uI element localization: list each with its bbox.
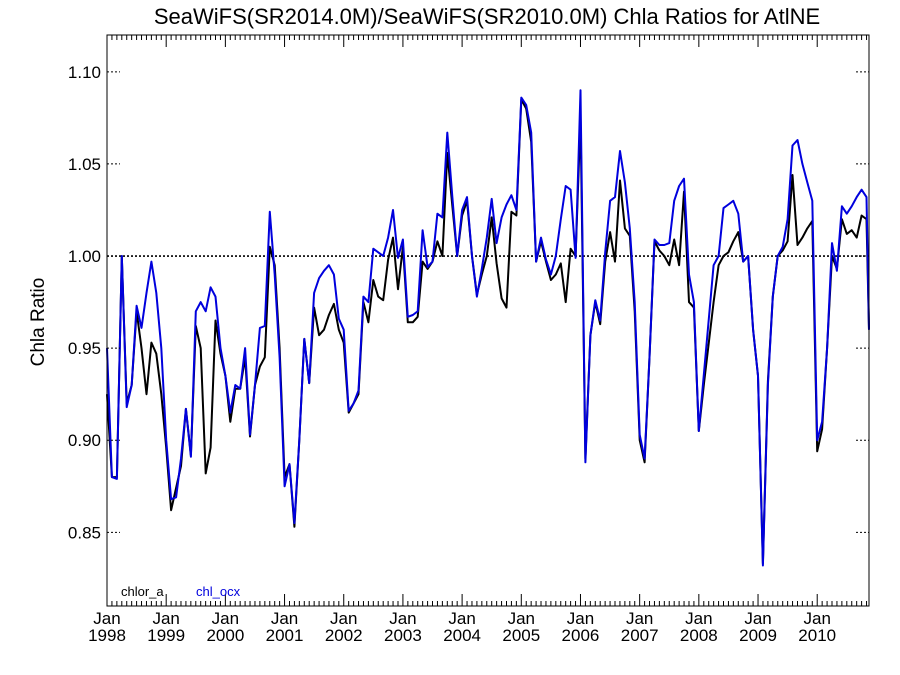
- x-tick-month-label: Jan: [685, 609, 712, 628]
- series-layer: [106, 89, 870, 567]
- x-tick-month-label: Jan: [744, 609, 771, 628]
- x-tick-year-label: 2001: [266, 626, 304, 645]
- series-line-chl-ocx: [106, 89, 870, 567]
- x-tick-year-label: 2009: [739, 626, 777, 645]
- x-tick-year-label: 2007: [621, 626, 659, 645]
- axes-layer: 0.850.900.951.001.051.10Jan1998Jan1999Ja…: [68, 34, 870, 645]
- legend-entry-chlor-a: chlor_a: [121, 584, 164, 599]
- x-tick-month-label: Jan: [152, 609, 179, 628]
- x-tick-month-label: Jan: [212, 609, 239, 628]
- x-tick-month-label: Jan: [389, 609, 416, 628]
- x-tick-month-label: Jan: [448, 609, 475, 628]
- x-tick-year-label: 2000: [206, 626, 244, 645]
- x-tick-year-label: 1998: [88, 626, 126, 645]
- x-tick-year-label: 2002: [325, 626, 363, 645]
- x-tick-year-label: 2008: [680, 626, 718, 645]
- x-tick-month-label: Jan: [804, 609, 831, 628]
- y-tick-label: 1.10: [68, 63, 101, 82]
- y-tick-label: 0.90: [68, 431, 101, 450]
- x-tick-year-label: 2010: [798, 626, 836, 645]
- x-tick-month-label: Jan: [626, 609, 653, 628]
- x-tick-month-label: Jan: [271, 609, 298, 628]
- chart-title: SeaWiFS(SR2014.0M)/SeaWiFS(SR2010.0M) Ch…: [154, 4, 820, 29]
- x-tick-month-label: Jan: [508, 609, 535, 628]
- x-tick-year-label: 2004: [443, 626, 481, 645]
- x-tick-year-label: 1999: [147, 626, 185, 645]
- legend: chlor_a chl_ocx: [121, 584, 241, 599]
- y-axis-label: Chla Ratio: [28, 278, 49, 367]
- y-tick-label: 0.85: [68, 523, 101, 542]
- x-tick-month-label: Jan: [567, 609, 594, 628]
- y-tick-label: 1.05: [68, 155, 101, 174]
- x-tick-year-label: 2003: [384, 626, 422, 645]
- legend-entry-chl-ocx: chl_ocx: [196, 584, 241, 599]
- x-tick-month-label: Jan: [93, 609, 120, 628]
- plot-frame: [106, 34, 870, 607]
- x-tick-year-label: 2005: [502, 626, 540, 645]
- x-tick-month-label: Jan: [330, 609, 357, 628]
- x-tick-year-label: 2006: [562, 626, 600, 645]
- y-tick-label: 0.95: [68, 339, 101, 358]
- y-tick-label: 1.00: [68, 247, 101, 266]
